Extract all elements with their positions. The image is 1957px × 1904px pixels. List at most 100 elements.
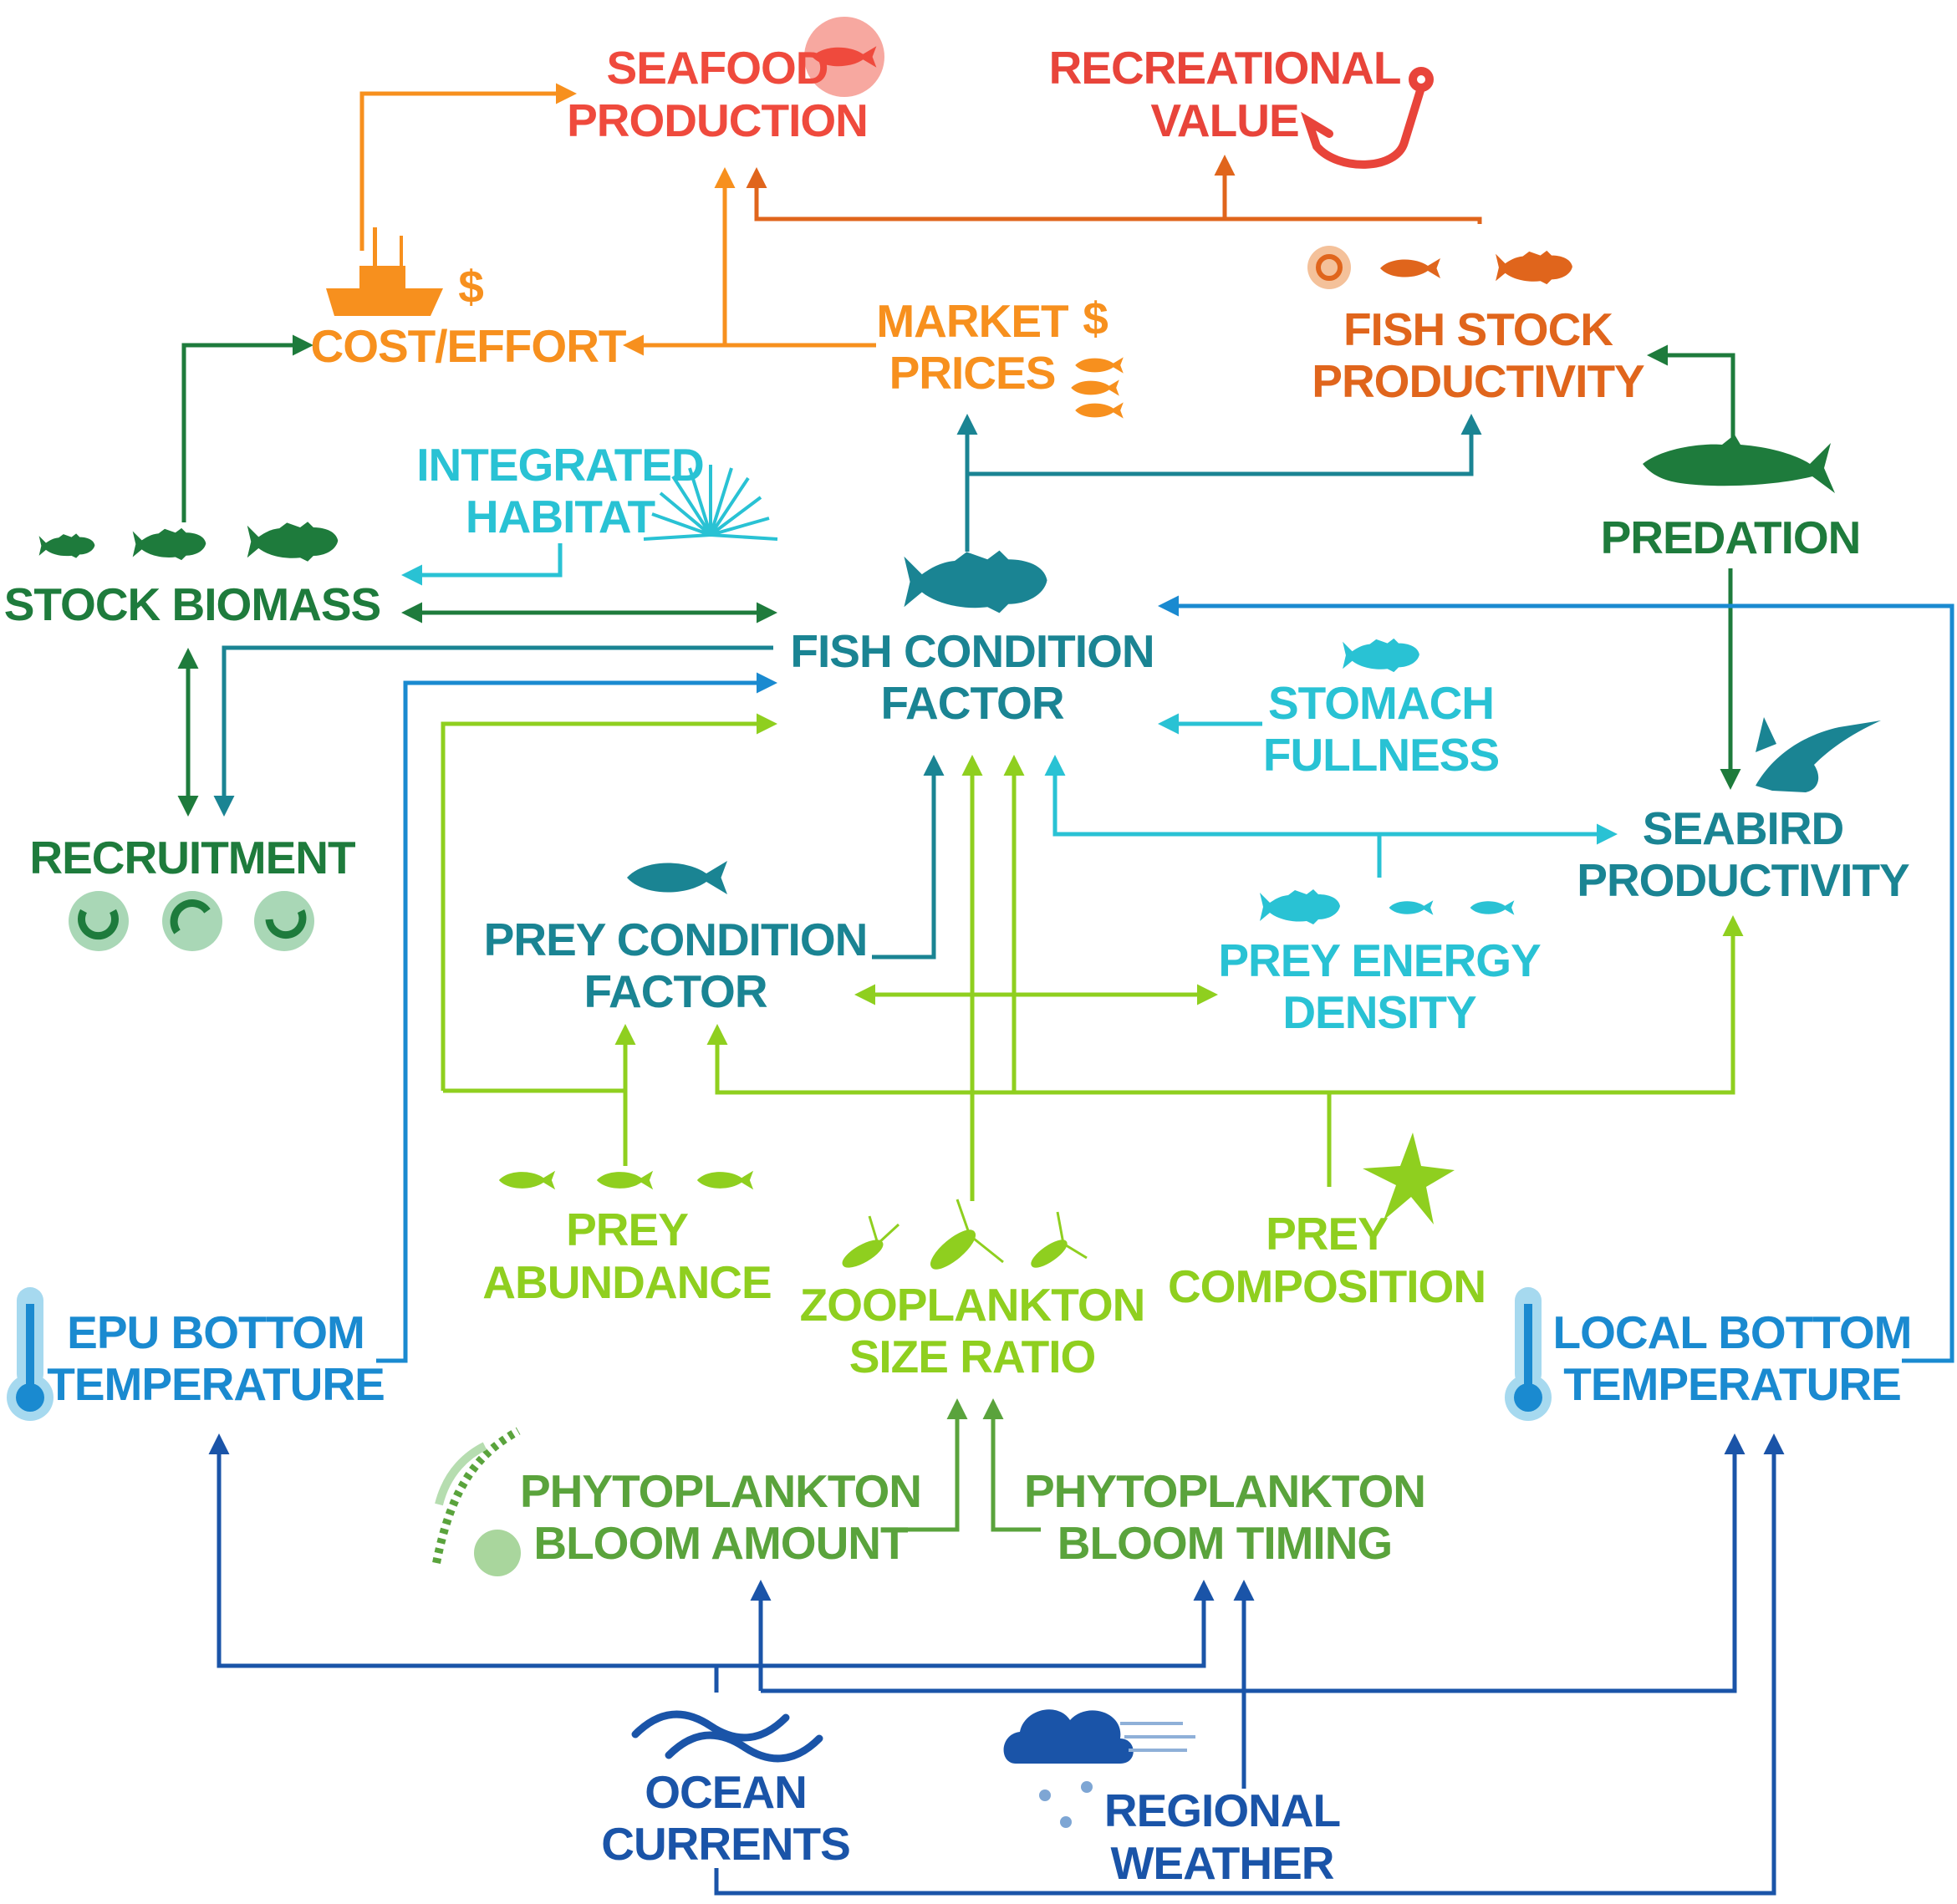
- svg-text:EPU BOTTOM: EPU BOTTOM: [67, 1306, 364, 1358]
- thermometer-icon: [7, 1287, 54, 1421]
- svg-text:BLOOM TIMING: BLOOM TIMING: [1057, 1517, 1392, 1569]
- svg-text:SIZE RATIO: SIZE RATIO: [849, 1331, 1096, 1382]
- arrows: [177, 83, 1954, 1896]
- svg-text:FISH CONDITION: FISH CONDITION: [790, 625, 1154, 677]
- svg-text:PREDATION: PREDATION: [1601, 512, 1861, 563]
- svg-text:PRICES: PRICES: [889, 347, 1056, 399]
- node-stomach-fullness: STOMACH FULLNESS: [1263, 677, 1500, 781]
- seabird-icon: [1756, 717, 1881, 792]
- arrow-habitat-to-biomass: [401, 543, 563, 586]
- node-prey-condition-factor: PREY CONDITION FACTOR: [484, 914, 869, 1017]
- node-prey-energy-density: PREY ENERGY DENSITY: [1218, 934, 1542, 1038]
- svg-text:REGIONAL: REGIONAL: [1104, 1784, 1340, 1836]
- node-prey-composition: PREY COMPOSITION: [1168, 1208, 1486, 1312]
- node-phytoplankton-bloom-timing: PHYTOPLANKTON BLOOM TIMING: [1024, 1465, 1426, 1569]
- arrow-local-temp-to-condition: [1158, 595, 1954, 1363]
- node-regional-weather: REGIONAL WEATHER: [1104, 1784, 1341, 1889]
- svg-text:PREY: PREY: [1266, 1208, 1388, 1260]
- node-epu-bottom-temperature: EPU BOTTOM TEMPERATURE: [47, 1306, 385, 1410]
- cod-icon: [904, 550, 1047, 613]
- dollar-icon: $: [458, 261, 483, 313]
- waves-icon: [631, 1710, 823, 1763]
- arrow-bloom-timing-to-zooplankton: [982, 1398, 1041, 1532]
- svg-text:PRODUCTION: PRODUCTION: [567, 94, 868, 146]
- arrow-currents-to-local-temp-bottom: [714, 1433, 1785, 1896]
- arrow-predation-to-stock: [1647, 344, 1735, 443]
- node-stock-biomass: STOCK BIOMASS: [4, 578, 381, 630]
- svg-text:FULLNESS: FULLNESS: [1263, 729, 1499, 781]
- rain-cloud-icon: [1003, 1709, 1195, 1828]
- svg-text:PREY ENERGY: PREY ENERGY: [1218, 934, 1541, 986]
- fish-pair-icon: [1307, 246, 1572, 289]
- node-recruitment: RECRUITMENT: [29, 832, 356, 883]
- arrow-condition-to-recruitment: [213, 645, 773, 817]
- arrow-cost-to-seafood: [359, 83, 577, 251]
- small-fish-icon: [1343, 638, 1419, 673]
- copepod-icon: [842, 1199, 1088, 1270]
- svg-text:RECREATIONAL: RECREATIONAL: [1049, 42, 1401, 94]
- prey-school-icon: [498, 1170, 754, 1190]
- svg-text:ZOOPLANKTON: ZOOPLANKTON: [800, 1279, 1145, 1331]
- node-phytoplankton-bloom-amount: PHYTOPLANKTON BLOOM AMOUNT: [520, 1465, 922, 1569]
- recruitment-cycle-icon: [69, 891, 314, 951]
- svg-text:PHYTOPLANKTON: PHYTOPLANKTON: [520, 1465, 921, 1517]
- svg-text:SEABIRD: SEABIRD: [1643, 802, 1844, 854]
- node-integrated-habitat: INTEGRATED HABITAT: [416, 439, 704, 542]
- node-prey-abundance: PREY ABUNDANCE: [482, 1204, 772, 1308]
- svg-text:PREY CONDITION: PREY CONDITION: [484, 914, 868, 965]
- svg-text:COST/EFFORT: COST/EFFORT: [310, 320, 625, 372]
- node-seabird-productivity: SEABIRD PRODUCTIVITY: [1577, 802, 1910, 906]
- arrow-prey-condition-to-fish: [872, 755, 945, 960]
- svg-text:LOCAL BOTTOM: LOCAL BOTTOM: [1553, 1306, 1912, 1358]
- fishing-boat-icon: [326, 227, 443, 316]
- svg-text:PREY: PREY: [566, 1204, 688, 1255]
- svg-text:ABUNDANCE: ABUNDANCE: [482, 1256, 771, 1308]
- arrow-energy-to-condition: [1044, 755, 1382, 878]
- arrow-composition-to-seabird: [1329, 915, 1744, 1095]
- arrow-condition-to-stock-productivity: [967, 414, 1482, 476]
- svg-text:TEMPERATURE: TEMPERATURE: [47, 1358, 385, 1410]
- node-fish-stock-productivity: FISH STOCK PRODUCTIVITY: [1312, 303, 1645, 407]
- svg-text:PRODUCTIVITY: PRODUCTIVITY: [1577, 854, 1909, 906]
- node-fish-condition-factor: FISH CONDITION FACTOR: [790, 625, 1154, 729]
- arrow-fish-stock-to-seafood: [746, 167, 1482, 224]
- svg-text:MARKET: MARKET: [876, 295, 1068, 347]
- thermometer-icon: [1505, 1287, 1552, 1421]
- arrow-currents-to-local-temp: [761, 1433, 1746, 1693]
- dollar-icon: $: [1083, 293, 1108, 344]
- svg-text:PRODUCTIVITY: PRODUCTIVITY: [1312, 355, 1644, 407]
- svg-text:FISH STOCK: FISH STOCK: [1343, 303, 1613, 355]
- svg-text:DENSITY: DENSITY: [1282, 986, 1476, 1038]
- arrow-bloom-amount-to-zooplankton: [907, 1398, 968, 1532]
- svg-text:SEAFOOD: SEAFOOD: [607, 42, 828, 94]
- arrow-composition-to-prey-condition: [706, 1024, 1014, 1095]
- svg-text:TEMPERATURE: TEMPERATURE: [1563, 1358, 1901, 1410]
- svg-text:INTEGRATED: INTEGRATED: [416, 439, 703, 491]
- node-predation: PREDATION: [1601, 512, 1862, 563]
- svg-text:FACTOR: FACTOR: [584, 965, 767, 1017]
- node-recreational-value: RECREATIONAL VALUE: [1049, 42, 1402, 146]
- svg-text:WEATHER: WEATHER: [1111, 1837, 1334, 1889]
- svg-text:BLOOM AMOUNT: BLOOM AMOUNT: [533, 1517, 908, 1569]
- node-cost-effort: COST/EFFORT: [310, 320, 626, 372]
- svg-text:STOMACH: STOMACH: [1268, 677, 1494, 729]
- herring-icon: [627, 861, 727, 894]
- arrow-composition-to-condition: [1003, 755, 1332, 1187]
- arrow-epu-temp-to-condition: [376, 672, 777, 1363]
- fish-stack-icon: [1071, 357, 1124, 419]
- node-zooplankton-size-ratio: ZOOPLANKTON SIZE RATIO: [800, 1279, 1146, 1382]
- fish-school-icon: [38, 522, 339, 562]
- starfish-icon: [1363, 1133, 1455, 1224]
- arrow-currents-to-epu-temp: [208, 1433, 719, 1693]
- svg-text:COMPOSITION: COMPOSITION: [1168, 1260, 1486, 1312]
- node-seafood-production: SEAFOOD PRODUCTION: [567, 42, 869, 146]
- svg-text:HABITAT: HABITAT: [466, 491, 655, 542]
- sea-urchin-icon: [643, 465, 778, 541]
- node-local-bottom-temperature: LOCAL BOTTOM TEMPERATURE: [1553, 1306, 1913, 1410]
- svg-text:CURRENTS: CURRENTS: [601, 1818, 850, 1870]
- shark-icon: [1643, 435, 1835, 493]
- phytoplankton-icon: [432, 1427, 521, 1576]
- fish-plate-icon: [804, 17, 884, 97]
- svg-text:PHYTOPLANKTON: PHYTOPLANKTON: [1024, 1465, 1425, 1517]
